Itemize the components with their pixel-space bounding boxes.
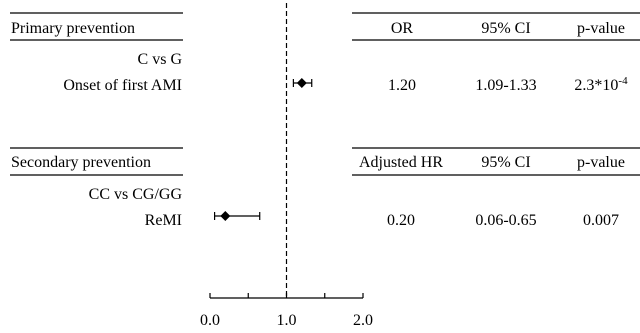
secondary-col-ci: 95% CI bbox=[481, 154, 530, 171]
primary-col-estimate: OR bbox=[391, 20, 414, 37]
primary-outcome: Onset of first AMI bbox=[63, 77, 182, 94]
secondary-section-title: Secondary prevention bbox=[11, 154, 151, 171]
secondary-ci-value: 0.06-0.65 bbox=[475, 212, 536, 229]
primary-p-value: 2.3*10-4 bbox=[574, 75, 628, 94]
primary-section-title: Primary prevention bbox=[11, 20, 135, 37]
primary-col-p: p-value bbox=[577, 20, 625, 37]
x-tick-label: 0.0 bbox=[200, 312, 220, 329]
secondary-p-value: 0.007 bbox=[583, 212, 619, 229]
estimate-diamond bbox=[220, 211, 231, 221]
primary-col-ci: 95% CI bbox=[481, 20, 530, 37]
secondary-outcome: ReMI bbox=[145, 212, 182, 229]
x-tick-label: 2.0 bbox=[353, 312, 373, 329]
secondary-col-estimate: Adjusted HR bbox=[359, 154, 443, 171]
secondary-col-p: p-value bbox=[577, 154, 625, 171]
x-tick-label: 1.0 bbox=[277, 312, 297, 329]
estimate-diamond bbox=[296, 78, 307, 88]
secondary-estimate-value: 0.20 bbox=[387, 212, 415, 229]
primary-p-exponent: -4 bbox=[618, 75, 628, 87]
secondary-comparison: CC vs CG/GG bbox=[89, 186, 183, 203]
primary-ci-value: 1.09-1.33 bbox=[475, 77, 536, 94]
primary-comparison: C vs G bbox=[138, 51, 183, 68]
primary-estimate-value: 1.20 bbox=[388, 77, 416, 94]
primary-p-mantissa: 2.3*10 bbox=[574, 77, 618, 94]
plot-layer: 0.0 1.0 2.0 bbox=[200, 3, 373, 329]
